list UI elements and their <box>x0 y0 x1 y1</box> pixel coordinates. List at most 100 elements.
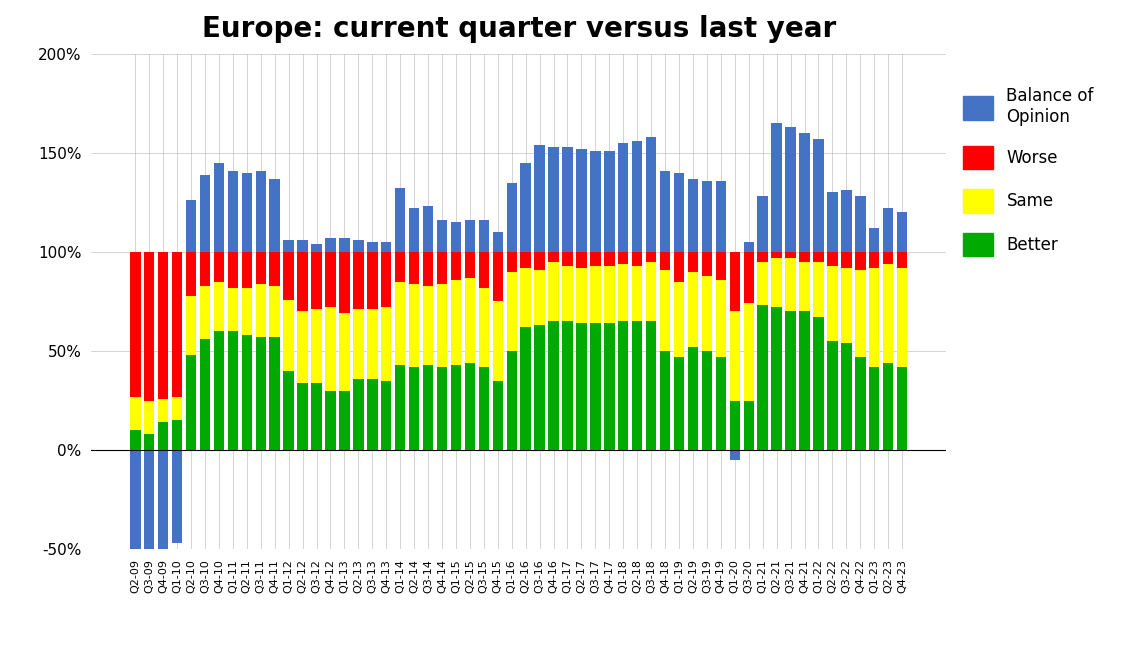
Bar <box>828 192 838 252</box>
Bar <box>855 252 865 270</box>
Bar <box>255 283 266 337</box>
Bar <box>618 252 628 264</box>
Bar <box>437 220 447 252</box>
Bar <box>298 240 308 252</box>
Bar <box>340 238 350 252</box>
Bar <box>785 258 796 312</box>
Bar <box>632 322 643 450</box>
Bar <box>423 252 433 285</box>
Bar <box>730 252 740 312</box>
Bar <box>884 363 894 450</box>
Bar <box>757 306 768 450</box>
Bar <box>492 302 503 381</box>
Bar <box>213 163 225 252</box>
Bar <box>228 331 238 450</box>
Bar <box>269 285 280 337</box>
Bar <box>450 279 462 365</box>
Bar <box>242 173 252 252</box>
Bar <box>130 430 140 450</box>
Bar <box>172 397 182 421</box>
Bar <box>284 240 294 252</box>
Bar <box>869 268 879 367</box>
Bar <box>492 232 503 252</box>
Bar <box>576 149 587 252</box>
Bar <box>298 252 308 312</box>
Bar <box>423 365 433 450</box>
Bar <box>172 252 182 397</box>
Bar <box>799 133 809 252</box>
Bar <box>521 252 531 268</box>
Bar <box>465 363 475 450</box>
Bar <box>730 450 740 460</box>
Bar <box>158 399 169 423</box>
Bar <box>479 287 489 367</box>
Bar <box>785 127 796 252</box>
Bar <box>743 401 754 450</box>
Bar <box>298 383 308 450</box>
Bar <box>255 252 266 283</box>
Bar <box>576 324 587 450</box>
Bar <box>646 252 657 262</box>
Bar <box>284 371 294 450</box>
Bar <box>562 147 572 252</box>
Bar <box>841 343 852 450</box>
Bar <box>367 242 377 252</box>
Bar <box>576 268 587 324</box>
Bar <box>409 208 420 252</box>
Bar <box>828 266 838 341</box>
Bar <box>757 262 768 306</box>
Bar <box>325 391 335 450</box>
Bar <box>687 272 698 347</box>
Bar <box>130 450 140 649</box>
Bar <box>186 200 196 252</box>
Bar <box>646 137 657 252</box>
Bar <box>548 322 559 450</box>
Bar <box>730 401 740 450</box>
Bar <box>813 262 824 318</box>
Bar <box>660 351 670 450</box>
Bar <box>884 252 894 264</box>
Bar <box>785 312 796 450</box>
Bar <box>311 383 321 450</box>
Bar <box>772 252 782 258</box>
Bar <box>855 270 865 357</box>
Bar <box>897 252 907 268</box>
Bar <box>381 381 391 450</box>
Bar <box>381 252 391 308</box>
Bar <box>158 450 169 549</box>
Bar <box>325 252 335 308</box>
Bar <box>841 268 852 343</box>
Bar <box>884 208 894 252</box>
Bar <box>367 310 377 379</box>
Bar <box>618 143 628 252</box>
Bar <box>855 357 865 450</box>
Bar <box>828 341 838 450</box>
Bar <box>646 262 657 322</box>
Bar <box>228 252 238 287</box>
Bar <box>702 351 712 450</box>
Title: Europe: current quarter versus last year: Europe: current quarter versus last year <box>202 15 836 43</box>
Bar <box>284 299 294 371</box>
Bar <box>158 252 169 399</box>
Bar <box>144 401 154 434</box>
Bar <box>687 252 698 272</box>
Bar <box>492 381 503 450</box>
Bar <box>172 450 182 543</box>
Bar <box>884 264 894 363</box>
Bar <box>200 175 210 252</box>
Bar <box>799 312 809 450</box>
Bar <box>367 252 377 310</box>
Bar <box>772 308 782 450</box>
Bar <box>450 365 462 450</box>
Bar <box>186 252 196 295</box>
Bar <box>716 252 726 279</box>
Bar <box>618 264 628 322</box>
Bar <box>716 279 726 357</box>
Bar <box>897 212 907 252</box>
Bar <box>325 238 335 252</box>
Bar <box>200 252 210 285</box>
Bar <box>353 252 364 310</box>
Bar <box>409 252 420 283</box>
Bar <box>213 331 225 450</box>
Bar <box>799 252 809 262</box>
